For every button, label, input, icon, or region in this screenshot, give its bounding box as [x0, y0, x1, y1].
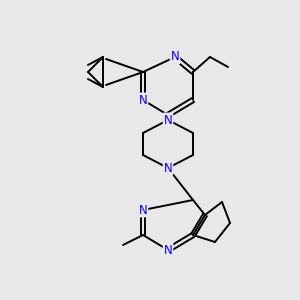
Text: N: N [139, 94, 147, 106]
Text: N: N [164, 244, 172, 256]
Text: N: N [139, 203, 147, 217]
Text: N: N [171, 50, 179, 64]
Text: N: N [164, 113, 172, 127]
Text: N: N [164, 161, 172, 175]
